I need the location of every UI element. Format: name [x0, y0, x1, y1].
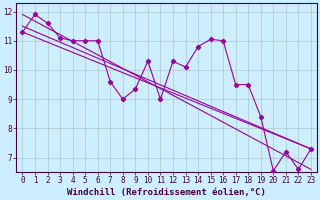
X-axis label: Windchill (Refroidissement éolien,°C): Windchill (Refroidissement éolien,°C) [67, 188, 266, 197]
